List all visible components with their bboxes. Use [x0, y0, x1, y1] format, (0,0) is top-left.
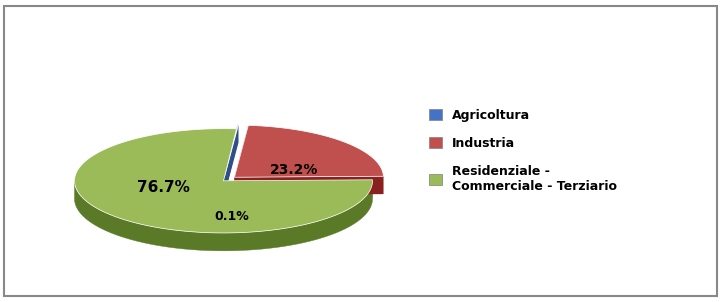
Legend: Agricoltura, Industria, Residenziale -
Commerciale - Terziario: Agricoltura, Industria, Residenziale - C… [425, 104, 622, 198]
Text: 0.1%: 0.1% [215, 210, 249, 223]
Text: 23.2%: 23.2% [270, 163, 319, 177]
Polygon shape [224, 125, 238, 194]
Polygon shape [74, 180, 373, 251]
Polygon shape [234, 176, 384, 195]
Polygon shape [224, 125, 239, 177]
Polygon shape [234, 125, 384, 177]
Polygon shape [234, 125, 248, 195]
Polygon shape [224, 180, 373, 199]
Polygon shape [224, 129, 236, 199]
Polygon shape [224, 125, 239, 194]
Polygon shape [74, 129, 373, 233]
Text: 76.7%: 76.7% [137, 180, 190, 195]
